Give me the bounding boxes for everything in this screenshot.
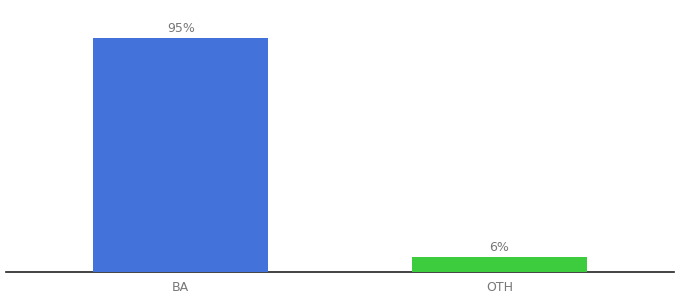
Text: 95%: 95% bbox=[167, 22, 194, 34]
Bar bbox=[93, 38, 269, 272]
Bar bbox=[411, 257, 587, 272]
Text: 6%: 6% bbox=[490, 241, 509, 254]
